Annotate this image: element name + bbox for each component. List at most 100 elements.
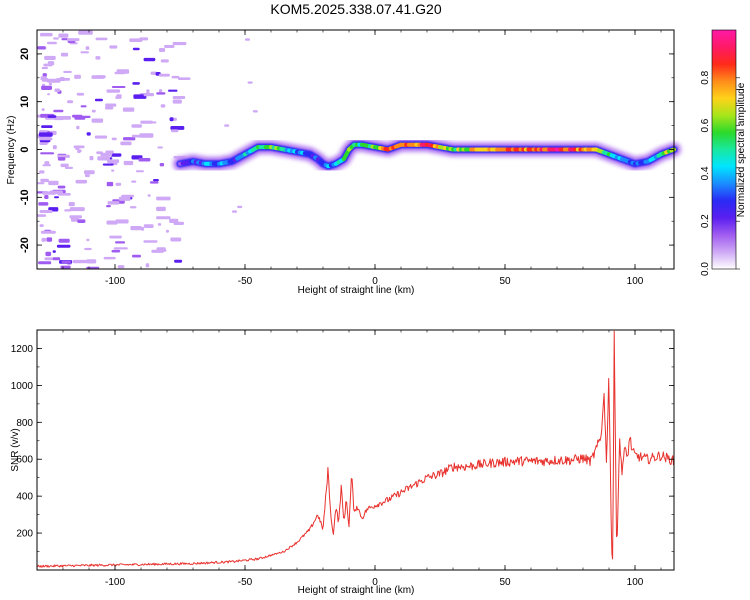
- spectrogram-speckle: [143, 224, 154, 228]
- spectrogram-speckle: [252, 110, 258, 113]
- spectrogram-speckle: [52, 250, 56, 253]
- spectrogram-speckle: [245, 38, 250, 41]
- spectrogram-speckle: [232, 210, 237, 213]
- y-tick-label: -20: [19, 237, 31, 253]
- spectrogram-speckle: [95, 56, 101, 60]
- spectrogram-speckle: [106, 181, 114, 187]
- spectrogram-speckle: [38, 261, 52, 265]
- spectrogram-speckle: [133, 94, 147, 99]
- colorbar-label: Normalized spectral amplitude: [736, 82, 747, 217]
- spectrogram-speckle: [44, 257, 53, 261]
- spectrogram-speckle: [118, 196, 131, 201]
- spectrogram-speckle: [39, 137, 53, 141]
- spectrogram-speckle: [53, 109, 64, 113]
- snr-panel: -100 -50 0 50 100 200 400 600 800 1000 1200 Heigh…: [10, 329, 675, 596]
- spectrogram-speckle: [156, 196, 171, 201]
- spectrogram-speckle: [40, 152, 55, 155]
- spectrogram-speckle: [63, 70, 72, 73]
- snr-x-ticks: -100 -50 0 50 100: [36, 330, 662, 588]
- spectrogram-speckle: [56, 78, 70, 81]
- spectrogram-speckle: [54, 88, 60, 92]
- y-tick-label: 800: [16, 418, 33, 429]
- spectrogram-speckle: [52, 145, 57, 150]
- spectrogram-speckle: [77, 219, 86, 223]
- spectrogram-speckle: [114, 71, 126, 75]
- spectrogram-speckle: [159, 48, 166, 52]
- spectrogram-speckle: [76, 125, 80, 130]
- spectrogram-speckle: [39, 170, 45, 174]
- spectrogram-speckle: [47, 61, 55, 66]
- spectrogram-speckle: [69, 215, 82, 219]
- spectrogram-speckle: [149, 181, 159, 184]
- spectrogram-speckle: [94, 98, 103, 102]
- spectrogram-speckle: [61, 260, 71, 264]
- spectrogram-speckle: [107, 201, 120, 205]
- spectrogram-speckle: [143, 94, 149, 97]
- spectrogram-speckle: [44, 55, 56, 60]
- spectrogram-speckle: [38, 132, 53, 137]
- spectrogram-speckle: [164, 45, 175, 48]
- spectrogram-speckle: [53, 117, 64, 121]
- spectrogram-speckle: [100, 152, 113, 157]
- spectrogram-speckle: [170, 126, 185, 130]
- spectrogram-speckle: [77, 149, 81, 154]
- spectrogram-speckle: [123, 160, 134, 166]
- spectrogram-x-ticks: -100 -50 0 50 100: [36, 30, 662, 287]
- spectrogram-speckle: [109, 235, 122, 239]
- spectrogram-speckle: [72, 259, 88, 264]
- spectrogram-speckle: [237, 205, 243, 209]
- spectrogram-speckle: [39, 210, 53, 213]
- spectrogram-speckle: [123, 137, 136, 141]
- y-tick-label: 400: [16, 492, 33, 503]
- spectrogram-speckle: [41, 237, 46, 242]
- spectrogram-speckle: [58, 238, 70, 243]
- spectrogram-speckle: [122, 107, 135, 112]
- spectrogram-speckle: [107, 159, 120, 164]
- spectrogram-speckle: [74, 117, 86, 120]
- spectrogram-speckle: [106, 205, 111, 208]
- spectrogram-speckle: [84, 174, 90, 178]
- colorbar-tick-label: 0.2: [700, 214, 711, 228]
- spectrogram-speckle: [156, 92, 166, 95]
- spectrogram-speckle: [172, 42, 187, 46]
- spectrogram-speckle: [37, 46, 46, 50]
- spectrogram-speckle: [140, 120, 153, 124]
- spectrogram-speckle: [129, 206, 137, 209]
- spectrogram-ridge: [172, 137, 682, 174]
- spectrogram-speckle: [45, 251, 52, 257]
- spectrogram-speckle: [146, 89, 150, 94]
- spectrogram-speckle: [171, 129, 179, 133]
- spectrogram-speckle: [40, 76, 47, 81]
- spectrogram-speckle: [160, 249, 167, 252]
- spectrogram-speckle: [158, 89, 163, 93]
- y-tick-label: 200: [16, 529, 33, 540]
- x-tick-label: 100: [627, 577, 644, 588]
- spectrogram-speckle: [44, 161, 50, 166]
- spectrogram-speckle: [131, 180, 137, 183]
- spectrogram-speckle: [143, 57, 156, 62]
- spectrogram-speckle: [156, 216, 171, 220]
- spectrogram-speckle: [158, 73, 170, 77]
- spectrogram-speckle: [103, 256, 116, 260]
- spectrogram-speckle: [171, 75, 180, 79]
- spectrogram-speckle: [106, 220, 118, 225]
- spectrogram-speckle: [145, 263, 150, 268]
- spectrogram-speckle: [160, 104, 166, 108]
- spectrogram-speckle: [52, 257, 61, 261]
- spectrogram-speckle: [165, 229, 169, 233]
- spectrogram-speckle: [139, 133, 154, 138]
- spectrogram-speckle: [78, 30, 93, 35]
- spectrogram-speckle: [111, 169, 115, 172]
- colorbar-tick-label: 0.0: [700, 262, 711, 276]
- spectrogram-speckle: [105, 103, 117, 107]
- spectrogram-speckle: [138, 158, 151, 162]
- spectrogram-speckle: [60, 52, 69, 57]
- spectrogram-speckle: [131, 124, 142, 128]
- spectrogram-speckle: [95, 37, 108, 41]
- spectrogram-speckle: [67, 38, 80, 42]
- spectrogram-speckle: [75, 147, 80, 150]
- y-tick-label: -10: [19, 189, 31, 205]
- spectrogram-speckle: [172, 96, 186, 99]
- colorbar: 0.0 0.2 0.4 0.6 0.8 Normalized spectral ampl…: [700, 29, 747, 276]
